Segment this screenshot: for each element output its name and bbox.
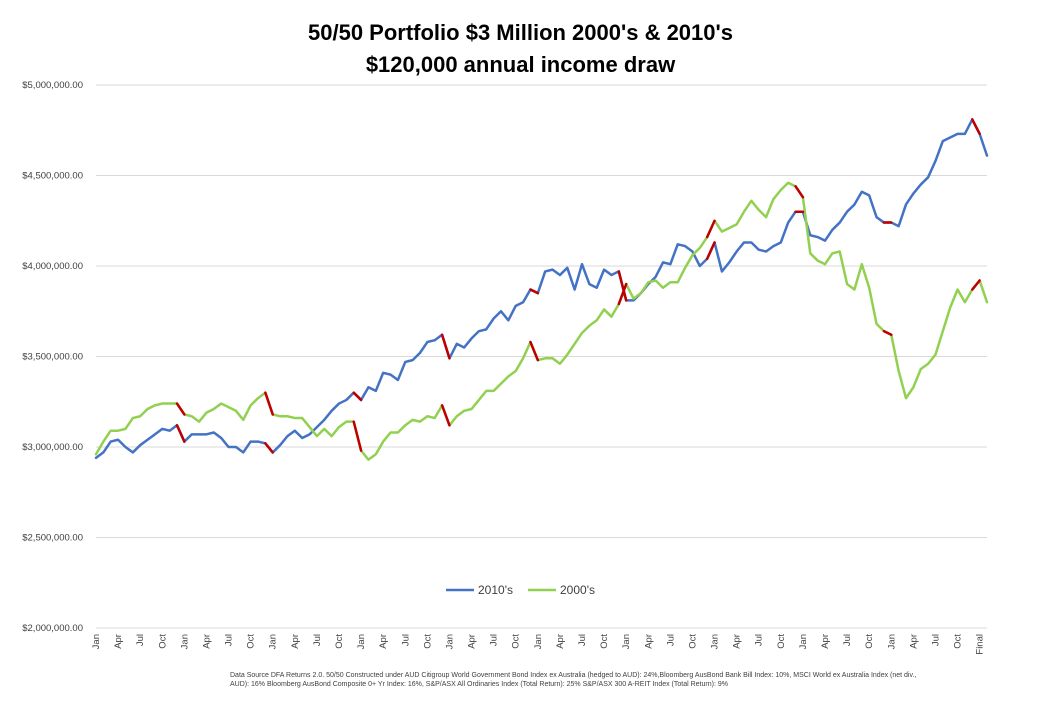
x-tick-label: Oct: [511, 634, 522, 649]
y-tick-label: $4,000,000.00: [22, 261, 83, 272]
x-tick-label: Apr: [290, 634, 301, 649]
x-tick-label: Jan: [444, 634, 455, 649]
chart-title: 50/50 Portfolio $3 Million 2000's & 2010…: [308, 20, 733, 45]
chart-subtitle: $120,000 annual income draw: [365, 52, 676, 77]
x-tick-label: Jul: [665, 634, 676, 646]
income-draw-drop: [971, 118, 981, 136]
series-line-2000s: [94, 181, 989, 461]
x-tick-label: Oct: [422, 634, 433, 649]
income-draw-drop: [175, 424, 186, 443]
x-tick-label: Jul: [577, 634, 588, 646]
x-tick-label: Jul: [224, 634, 235, 646]
x-tick-label: Jul: [135, 634, 146, 646]
x-tick-label: Apr: [467, 634, 478, 649]
x-tick-label: Jan: [710, 634, 721, 649]
legend-label: 2010's: [478, 583, 513, 597]
x-tick-label: Oct: [953, 634, 964, 649]
income-draw-drop: [440, 333, 451, 360]
y-axis-ticks: $2,000,000.00 $2,500,000.00 $3,000,000.00 $…: [22, 80, 83, 634]
x-tick-label: Jan: [91, 634, 102, 649]
x-tick-label: Jan: [886, 634, 897, 649]
x-tick-label: Jan: [621, 634, 632, 649]
x-tick-label: Apr: [378, 634, 389, 649]
x-tick-label: Jan: [533, 634, 544, 649]
x-tick-label: Apr: [555, 634, 566, 649]
y-tick-label: $2,000,000.00: [22, 623, 83, 634]
x-tick-label: Apr: [908, 634, 919, 649]
x-tick-label: Oct: [864, 634, 875, 649]
y-tick-label: $2,500,000.00: [22, 533, 83, 544]
x-tick-label: Oct: [157, 634, 168, 649]
x-tick-label: Apr: [820, 634, 831, 649]
y-tick-label: $3,000,000.00: [22, 442, 83, 453]
x-tick-label: Jan: [356, 634, 367, 649]
x-axis-ticks: Jan Apr Jul Oct Jan Apr Jul Oct Jan Apr Jul Oct Jan A…: [91, 634, 986, 655]
x-tick-label: Apr: [643, 634, 654, 649]
gridlines: [96, 84, 987, 629]
x-tick-label: Jul: [312, 634, 323, 646]
income-draw-drop: [971, 279, 981, 291]
income-draw-drop: [705, 241, 716, 261]
income-draw-drop: [175, 402, 186, 416]
x-tick-label: Jan: [268, 634, 279, 649]
income-draw-drop: [617, 270, 628, 302]
x-tick-label: Jan: [798, 634, 809, 649]
y-tick-label: $3,500,000.00: [22, 352, 83, 363]
income-draw-drop: [440, 404, 451, 427]
income-draw-drop: [264, 442, 274, 454]
x-tick-label: Oct: [776, 634, 787, 649]
income-draw-drop: [794, 185, 805, 199]
x-tick-label: Oct: [687, 634, 698, 649]
x-tick-label: Oct: [599, 634, 610, 649]
x-tick-label: Oct: [334, 634, 345, 649]
x-tick-label: Jul: [400, 634, 411, 646]
x-tick-label: Jul: [754, 634, 765, 646]
series-line-2010s: [94, 118, 989, 460]
x-tick-label: Apr: [201, 634, 212, 649]
income-draw-drop: [705, 219, 716, 239]
x-tick-label: Oct: [246, 634, 257, 649]
x-tick-label: Jul: [842, 634, 853, 646]
data-source-footnote: Data Source DFA Returns 2.0. 50/50 Const…: [230, 672, 917, 688]
series-lines: [94, 118, 989, 461]
legend: 2010's 2000's: [446, 583, 595, 597]
x-tick-label: Jan: [179, 634, 190, 649]
y-tick-label: $5,000,000.00: [22, 80, 83, 91]
income-draw-drop: [352, 391, 363, 402]
y-tick-label: $4,500,000.00: [22, 171, 83, 182]
x-tick-label: Apr: [732, 634, 743, 649]
x-tick-label: Final: [975, 634, 986, 655]
x-tick-label: Apr: [113, 634, 124, 649]
income-draw-drop: [882, 329, 893, 337]
income-draw-drop: [529, 340, 540, 362]
income-draw-drop: [617, 282, 628, 306]
income-draw-drop: [264, 391, 274, 416]
x-tick-label: Jul: [489, 634, 500, 646]
income-draw-drop: [352, 420, 363, 452]
x-tick-label: Jul: [930, 634, 941, 646]
legend-label: 2000's: [560, 583, 595, 597]
income-draw-drop: [529, 288, 540, 295]
